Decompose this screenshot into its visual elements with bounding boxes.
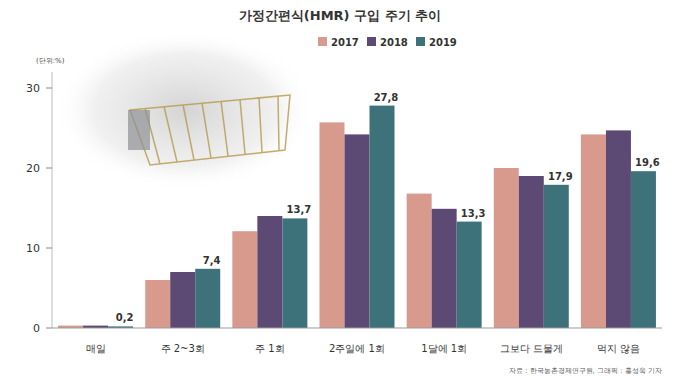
cart-wire (221, 101, 228, 156)
cart-wire (259, 98, 262, 152)
data-label: 19,6 (635, 157, 660, 168)
bar (432, 209, 457, 328)
cart-wire (240, 100, 245, 155)
bar (519, 176, 544, 328)
chart-container: 가정간편식(HMR) 구입 주기 추이 (단위:%) 0 10 20 30 0,2 7,4 13… (0, 0, 680, 381)
bar (232, 231, 257, 328)
x-tick-label: 먹지 않음 (597, 343, 640, 354)
cart-wire (278, 96, 279, 150)
x-axis-line (52, 328, 662, 329)
data-labels: 0,2 7,4 13,7 27,8 13,3 17,9 19,6 (116, 92, 660, 324)
bar (457, 222, 482, 328)
legend: 2017 2018 2019 (318, 37, 457, 48)
bar (544, 185, 569, 328)
unit-label: (단위:%) (36, 57, 65, 65)
bar (145, 280, 170, 328)
x-tick-label: 그보다 드물게 (500, 343, 563, 354)
y-tick-label: 10 (26, 242, 40, 255)
y-axis-line (52, 72, 53, 328)
y-tick-label: 0 (33, 322, 40, 335)
y-tick (46, 328, 52, 329)
legend-label: 2017 (331, 37, 359, 48)
x-tick-label: 주 2~3회 (161, 343, 205, 354)
legend-swatch (416, 37, 425, 46)
cart-wire (183, 105, 194, 160)
legend-swatch (318, 37, 327, 46)
chart-svg: 가정간편식(HMR) 구입 주기 추이 (단위:%) 0 10 20 30 0,2 7,4 13… (0, 0, 680, 381)
data-label: 13,7 (287, 204, 312, 215)
cart-handle (128, 110, 150, 150)
bar (581, 134, 606, 328)
data-label: 0,2 (116, 312, 134, 323)
y-tick (46, 168, 52, 169)
x-tick-label: 주 1회 (255, 343, 285, 354)
cart-wire (164, 106, 177, 162)
cart-wire (202, 103, 211, 158)
bar (282, 218, 307, 328)
legend-label: 2018 (380, 37, 408, 48)
x-tick-label: 2주일에 1회 (329, 343, 385, 354)
bar (170, 272, 195, 328)
bar (257, 216, 282, 328)
bar (345, 134, 370, 328)
bar (370, 106, 395, 328)
bar (606, 130, 631, 328)
data-label: 27,8 (374, 92, 399, 103)
data-label: 7,4 (203, 255, 221, 266)
bar (631, 171, 656, 328)
x-tick-label: 매일 (86, 343, 106, 354)
y-tick (46, 88, 52, 89)
data-label: 13,3 (461, 208, 486, 219)
x-tick-label: 1달에 1회 (421, 343, 467, 354)
bar (320, 122, 345, 328)
bar (494, 168, 519, 328)
source: 자료 : 한국농촌경제연구원, 그래픽 : 홍성욱 기자 (509, 367, 662, 375)
y-tick-label: 30 (26, 82, 40, 95)
y-tick-label: 20 (26, 162, 40, 175)
legend-label: 2019 (429, 37, 457, 48)
y-tick (46, 248, 52, 249)
title: 가정간편식(HMR) 구입 주기 추이 (239, 8, 441, 23)
legend-swatch (367, 37, 376, 46)
bars (58, 106, 656, 328)
cart-decoration (130, 95, 290, 165)
photo-decoration (55, 30, 315, 190)
data-label: 17,9 (548, 171, 573, 182)
bar (407, 194, 432, 328)
cart-basket (130, 95, 290, 165)
bar (195, 269, 220, 328)
